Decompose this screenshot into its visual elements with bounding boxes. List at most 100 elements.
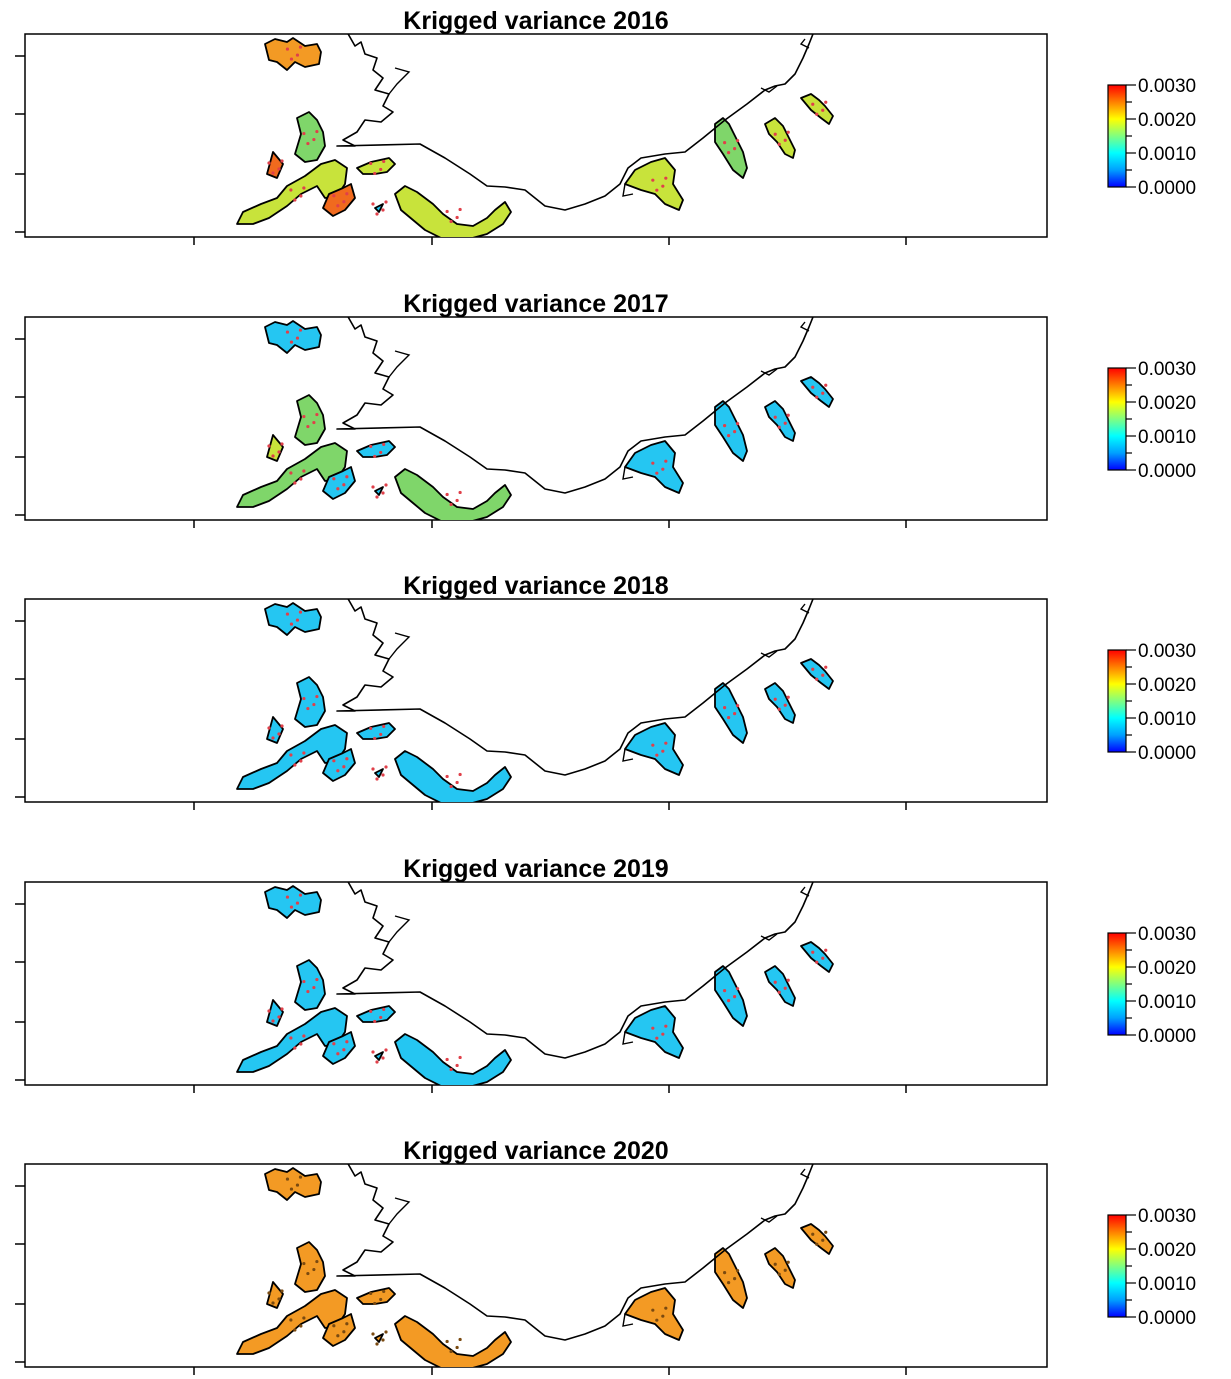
sample-point bbox=[458, 207, 462, 212]
variance-patch bbox=[624, 1005, 684, 1059]
sample-point bbox=[332, 1324, 336, 1328]
sample-point bbox=[306, 424, 310, 429]
sample-point bbox=[312, 420, 316, 425]
sample-point bbox=[655, 1318, 659, 1322]
sample-point bbox=[445, 1339, 449, 1344]
sample-point bbox=[293, 198, 297, 202]
sample-point bbox=[651, 743, 655, 747]
sample-point bbox=[723, 989, 727, 993]
sample-point bbox=[302, 131, 306, 136]
sample-point bbox=[345, 1322, 349, 1326]
sample-point bbox=[381, 773, 385, 777]
sample-point bbox=[312, 1267, 316, 1272]
plot-frame bbox=[24, 33, 1048, 238]
variance-patch bbox=[266, 999, 284, 1027]
legend-label: 0.0020 bbox=[1138, 675, 1196, 696]
variance-patch bbox=[624, 440, 684, 494]
variance-patch bbox=[236, 724, 348, 790]
sample-point bbox=[382, 1007, 386, 1012]
sample-point bbox=[661, 1032, 665, 1036]
panel-title: Krigged variance 2019 bbox=[403, 855, 668, 883]
coastline bbox=[336, 1164, 814, 1341]
sample-point bbox=[371, 1332, 375, 1336]
legend-label: 0.0000 bbox=[1138, 178, 1196, 199]
sample-point bbox=[293, 481, 297, 485]
sample-point bbox=[267, 161, 271, 165]
variance-patch bbox=[356, 440, 396, 458]
variance-patch bbox=[264, 1167, 322, 1201]
sample-point bbox=[373, 171, 377, 176]
coastline bbox=[336, 882, 814, 1059]
sample-point bbox=[267, 726, 271, 730]
sample-point bbox=[375, 495, 379, 499]
sample-point bbox=[455, 498, 459, 503]
sample-point bbox=[302, 414, 306, 419]
legend-label: 0.0000 bbox=[1138, 743, 1196, 764]
panel-5: Krigged variance 20200.00300.00200.00100… bbox=[15, 1137, 1196, 1375]
sample-point bbox=[458, 1055, 462, 1060]
sample-point bbox=[289, 188, 293, 192]
sample-point bbox=[315, 412, 319, 417]
sample-point bbox=[299, 194, 303, 198]
sample-point bbox=[786, 413, 790, 417]
sample-point bbox=[733, 712, 737, 716]
sample-point bbox=[336, 1052, 340, 1056]
sample-point bbox=[342, 1330, 346, 1334]
variance-patch bbox=[800, 1223, 834, 1255]
variance-patch bbox=[356, 1287, 396, 1305]
sample-point bbox=[821, 391, 825, 395]
sample-point bbox=[824, 665, 828, 669]
panel-title: Krigged variance 2018 bbox=[403, 572, 669, 600]
sample-point bbox=[289, 905, 294, 909]
map-area bbox=[236, 317, 834, 520]
sample-point bbox=[824, 948, 828, 952]
sample-point bbox=[306, 706, 310, 711]
sample-point bbox=[371, 202, 375, 206]
legend-colorbar bbox=[1107, 84, 1127, 188]
sample-point bbox=[295, 336, 300, 340]
panel-title: Krigged variance 2017 bbox=[403, 290, 668, 318]
sample-point bbox=[293, 1046, 297, 1050]
sample-point bbox=[382, 724, 386, 729]
sample-point bbox=[289, 1187, 294, 1191]
sample-point bbox=[375, 1342, 379, 1346]
legend-colorbar bbox=[1107, 367, 1127, 471]
sample-point bbox=[271, 736, 275, 740]
sample-point bbox=[345, 475, 349, 479]
sample-point bbox=[815, 960, 819, 964]
sample-point bbox=[783, 421, 787, 425]
legend-label: 0.0000 bbox=[1138, 1026, 1196, 1047]
sample-point bbox=[342, 483, 346, 487]
color-legend: 0.0030 0.0020 0.0010 0.0000 bbox=[1107, 641, 1196, 764]
variance-patch bbox=[264, 320, 322, 354]
sample-point bbox=[445, 774, 449, 779]
legend-label: 0.0020 bbox=[1138, 393, 1196, 414]
sample-point bbox=[824, 100, 828, 104]
sample-point bbox=[332, 194, 336, 198]
sample-point bbox=[723, 706, 727, 710]
sample-point bbox=[736, 987, 740, 991]
sample-point bbox=[824, 383, 828, 387]
sample-point bbox=[373, 454, 377, 459]
sample-point bbox=[445, 1057, 449, 1062]
sample-point bbox=[651, 1308, 655, 1312]
sample-point bbox=[664, 176, 668, 180]
sample-point bbox=[289, 471, 293, 475]
sample-point bbox=[455, 1063, 459, 1068]
sample-point bbox=[345, 1040, 349, 1044]
variance-patch bbox=[714, 965, 748, 1027]
sample-point bbox=[783, 703, 787, 707]
sample-point bbox=[342, 200, 346, 204]
sample-point bbox=[733, 430, 737, 434]
sample-point bbox=[824, 1230, 828, 1234]
sample-point bbox=[786, 130, 790, 134]
coastline-detail bbox=[388, 603, 810, 762]
variance-patch bbox=[356, 1005, 396, 1023]
sample-point bbox=[289, 340, 294, 344]
sample-point bbox=[315, 977, 319, 982]
sample-point bbox=[379, 167, 383, 172]
sample-point bbox=[295, 901, 300, 905]
sample-point bbox=[271, 454, 275, 458]
sample-point bbox=[445, 209, 449, 214]
sample-point bbox=[369, 726, 373, 731]
